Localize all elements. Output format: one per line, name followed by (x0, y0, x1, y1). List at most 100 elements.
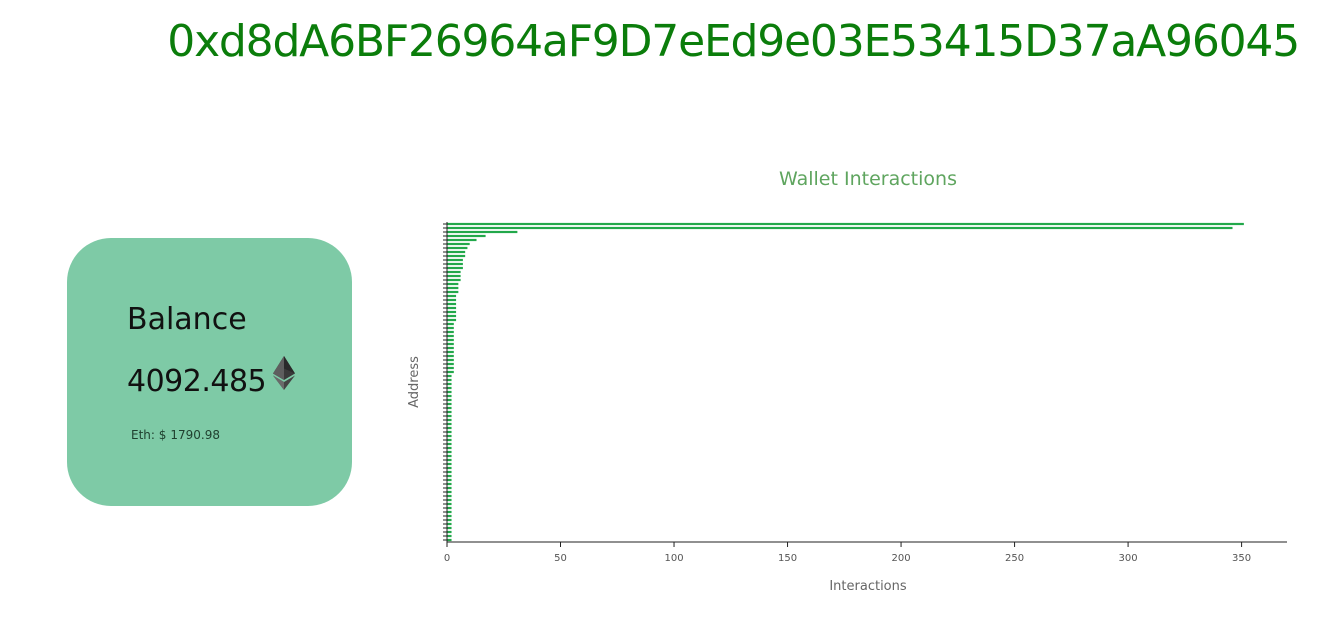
bar[interactable] (447, 334, 454, 338)
bar[interactable] (447, 486, 452, 490)
bar[interactable] (447, 462, 452, 466)
bar[interactable] (447, 482, 452, 486)
bar[interactable] (447, 270, 461, 274)
bar[interactable] (447, 346, 454, 350)
bar[interactable] (447, 378, 452, 382)
bar[interactable] (447, 314, 457, 318)
bar[interactable] (447, 382, 452, 386)
bar[interactable] (447, 342, 454, 346)
bar[interactable] (447, 402, 452, 406)
bar[interactable] (447, 446, 452, 450)
bar[interactable] (447, 422, 452, 426)
bar[interactable] (447, 510, 452, 514)
bar[interactable] (447, 250, 466, 254)
bar[interactable] (447, 242, 470, 246)
bar[interactable] (447, 442, 452, 446)
bar[interactable] (447, 282, 459, 286)
wallet-address: 0xd8dA6BF26964aF9D7eEd9e03E53415D37aA960… (167, 16, 1300, 67)
bar[interactable] (447, 386, 452, 390)
bar[interactable] (447, 338, 454, 342)
bar[interactable] (447, 490, 452, 494)
bar[interactable] (447, 286, 459, 290)
bar[interactable] (447, 222, 1244, 226)
bar[interactable] (447, 362, 454, 366)
bar[interactable] (447, 326, 454, 330)
bar[interactable] (447, 350, 454, 354)
bar[interactable] (447, 366, 454, 370)
bar[interactable] (447, 254, 466, 258)
bar[interactable] (447, 302, 457, 306)
bar[interactable] (447, 266, 463, 270)
y-ticks-group (443, 223, 447, 541)
bar[interactable] (447, 298, 457, 302)
bar[interactable] (447, 478, 452, 482)
bar[interactable] (447, 538, 452, 542)
wallet-interactions-chart: Wallet Interactions 0 50 100 150 200 250 300 35… (400, 160, 1300, 600)
bar[interactable] (447, 278, 461, 282)
bars-group (447, 222, 1244, 542)
bar[interactable] (447, 318, 457, 322)
bar[interactable] (447, 274, 461, 278)
bar[interactable] (447, 310, 457, 314)
bar[interactable] (447, 394, 452, 398)
bar[interactable] (447, 370, 454, 374)
bar[interactable] (447, 406, 452, 410)
bar[interactable] (447, 466, 452, 470)
bar[interactable] (447, 410, 452, 414)
bar[interactable] (447, 374, 452, 378)
bar[interactable] (447, 354, 454, 358)
bar[interactable] (447, 418, 452, 422)
bar[interactable] (447, 358, 454, 362)
bar[interactable] (447, 294, 457, 298)
x-tick-label: 100 (664, 553, 683, 564)
bar[interactable] (447, 426, 452, 430)
bar[interactable] (447, 502, 452, 506)
bar[interactable] (447, 522, 452, 526)
bar[interactable] (447, 498, 452, 502)
eth-price-value: 1790.98 (170, 428, 221, 442)
bar[interactable] (447, 474, 452, 478)
bar[interactable] (447, 398, 452, 402)
bar[interactable] (447, 434, 452, 438)
bar[interactable] (447, 306, 457, 310)
eth-price-label: Eth: $ (131, 428, 167, 442)
bar[interactable] (447, 414, 452, 418)
bar[interactable] (447, 506, 452, 510)
x-tick-label: 250 (1005, 553, 1024, 564)
bar[interactable] (447, 322, 454, 326)
ethereum-icon (273, 356, 296, 390)
x-tick-label: 150 (778, 553, 797, 564)
bar[interactable] (447, 494, 452, 498)
bar[interactable] (447, 330, 454, 334)
bar[interactable] (447, 470, 452, 474)
x-ticks-group: 0 50 100 150 200 250 300 350 (444, 542, 1251, 564)
bar[interactable] (447, 246, 468, 250)
bar[interactable] (447, 438, 452, 442)
bar[interactable] (447, 458, 452, 462)
bar[interactable] (447, 238, 477, 242)
bar[interactable] (447, 518, 452, 522)
x-tick-label: 0 (444, 553, 450, 564)
balance-value: 4092.485 (127, 364, 267, 399)
chart-title: Wallet Interactions (779, 168, 957, 190)
bar[interactable] (447, 430, 452, 434)
eth-price: Eth: $1790.98 (127, 428, 220, 442)
bar[interactable] (447, 454, 452, 458)
bar[interactable] (447, 226, 1233, 230)
bar[interactable] (447, 534, 452, 538)
bar[interactable] (447, 514, 452, 518)
x-tick-label: 300 (1119, 553, 1138, 564)
bar[interactable] (447, 262, 463, 266)
bar[interactable] (447, 230, 518, 234)
balance-title: Balance (127, 302, 247, 337)
x-tick-label: 200 (892, 553, 911, 564)
bar[interactable] (447, 390, 452, 394)
bar[interactable] (447, 450, 452, 454)
balance-card: Balance 4092.485 Eth: $1790.98 (67, 238, 352, 506)
bar[interactable] (447, 234, 486, 238)
bar[interactable] (447, 530, 452, 534)
bar[interactable] (447, 258, 463, 262)
bar[interactable] (447, 290, 459, 294)
bar[interactable] (447, 526, 452, 530)
